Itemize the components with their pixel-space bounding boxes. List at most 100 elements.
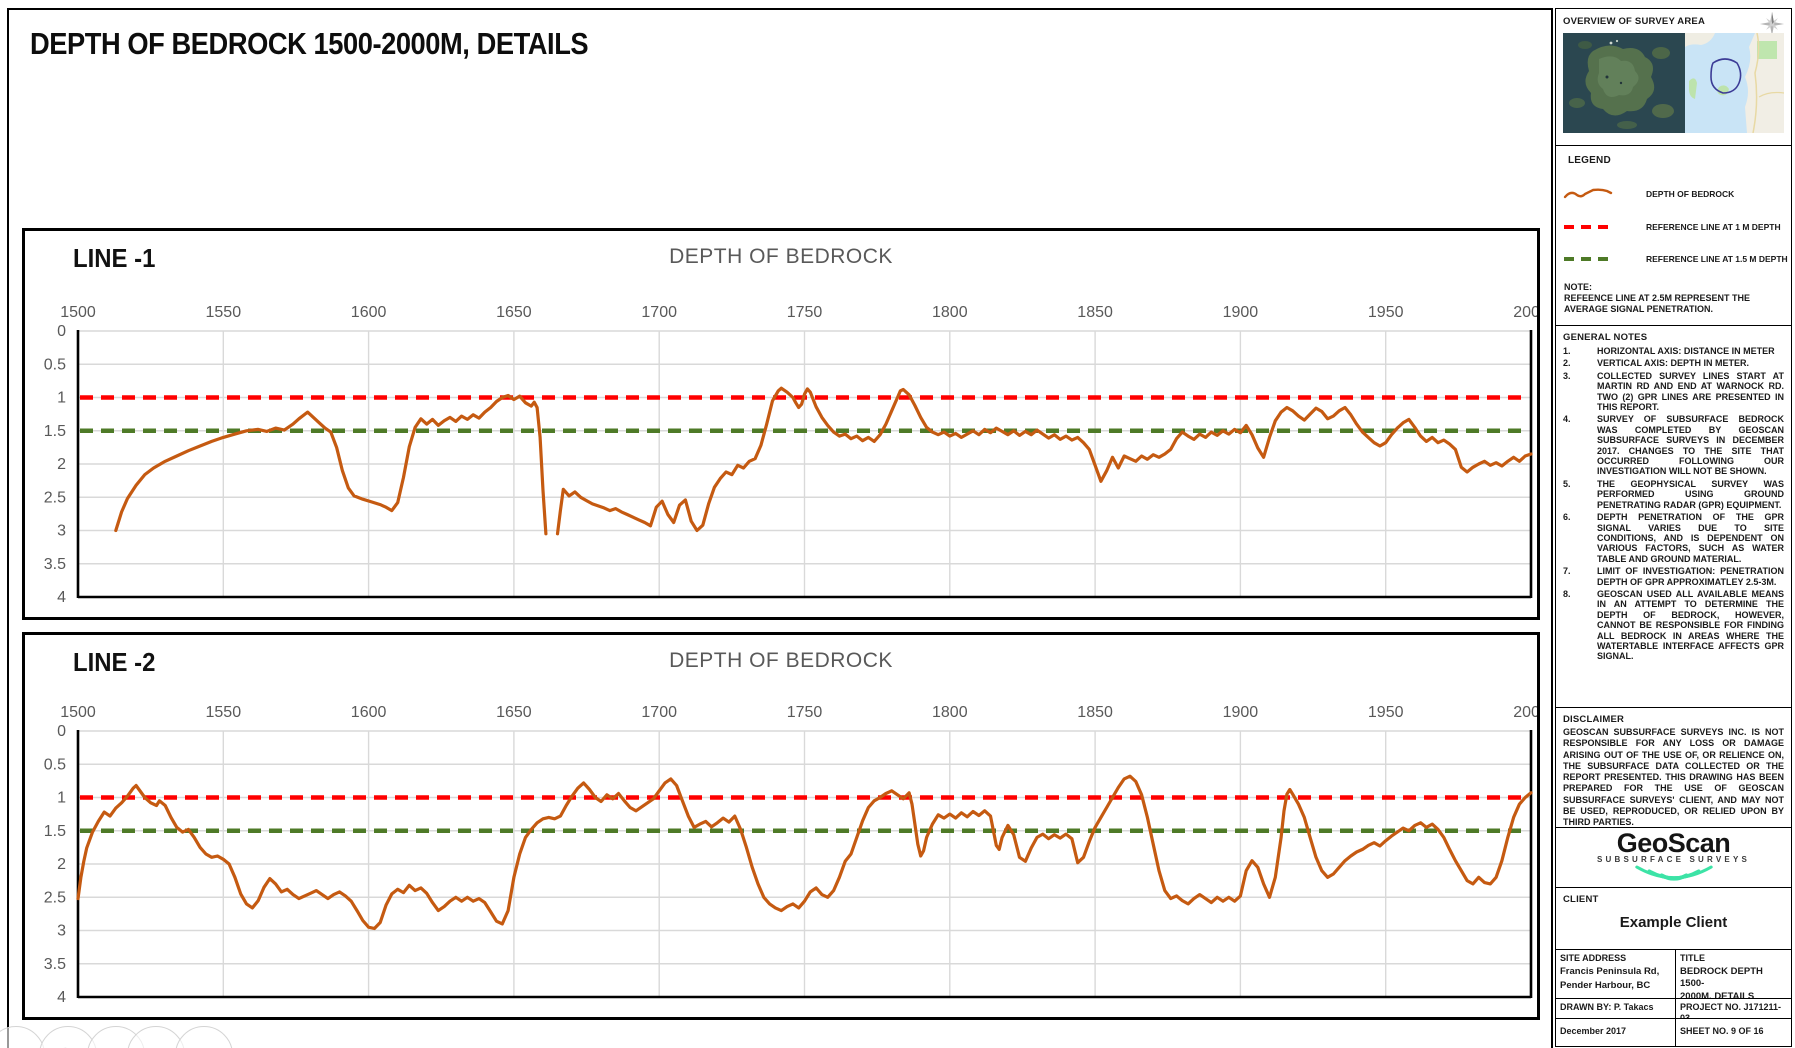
svg-text:1: 1 bbox=[57, 390, 66, 407]
general-note-item: 2. VERTICAL AXIS: DEPTH IN METER. bbox=[1563, 358, 1750, 369]
svg-text:1900: 1900 bbox=[1223, 304, 1259, 321]
svg-text:0: 0 bbox=[57, 323, 66, 340]
note-body: REFEENCE LINE AT 2.5M REPRESENT THE AVER… bbox=[1564, 293, 1751, 314]
overview-title: OVERVIEW OF SURVEY AREA bbox=[1563, 16, 1706, 27]
svg-text:0: 0 bbox=[57, 723, 66, 740]
green-dashed-line-icon bbox=[1564, 257, 1612, 261]
site-address-line2: Pender Harbour, BC bbox=[1560, 979, 1651, 991]
svg-text:1.5: 1.5 bbox=[44, 823, 66, 840]
title-cell: TITLE BEDROCK DEPTH 1500- 2000M, DETAILS bbox=[1676, 950, 1791, 999]
legend-title: LEGEND bbox=[1568, 155, 1611, 166]
svg-text:1950: 1950 bbox=[1368, 704, 1404, 721]
svg-text:3: 3 bbox=[57, 523, 66, 540]
svg-text:1550: 1550 bbox=[206, 304, 242, 321]
disclaimer-title: DISCLAIMER bbox=[1563, 714, 1625, 725]
logo-tagline: SUBSURFACE SURVEYS bbox=[1596, 855, 1751, 864]
legend-label: DEPTH OF BEDROCK bbox=[1646, 189, 1735, 199]
svg-text:2000: 2000 bbox=[1513, 704, 1537, 721]
radar-arcs-icon bbox=[1634, 865, 1713, 881]
sheet-no: SHEET NO. 9 OF 16 bbox=[1680, 1026, 1764, 1036]
line-1-label: LINE -1 bbox=[73, 243, 156, 273]
svg-text:1500: 1500 bbox=[60, 304, 96, 321]
general-note-item: 7. LIMIT OF INVESTIGATION: PENETRATION DE… bbox=[1563, 566, 1784, 587]
svg-text:1650: 1650 bbox=[496, 704, 532, 721]
title-block: SITE ADDRESS Francis Peninsula Rd, Pende… bbox=[1556, 950, 1791, 1046]
svg-text:1900: 1900 bbox=[1223, 704, 1259, 721]
general-note-item: 5. THE GEOPHYSICAL SURVEY WAS PERFORMED U… bbox=[1563, 478, 1784, 510]
sheet-no-cell: SHEET NO. 9 OF 16 bbox=[1676, 1019, 1791, 1046]
svg-text:1600: 1600 bbox=[351, 704, 387, 721]
page-title: DEPTH OF BEDROCK 1500-2000M, DETAILS bbox=[30, 26, 589, 61]
chart-2-plot: 1500 1550 1600 1650 1700 1750 1800 1850 1900 1950… bbox=[44, 704, 1537, 1006]
svg-text:3: 3 bbox=[57, 923, 66, 940]
svg-text:4: 4 bbox=[57, 989, 66, 1006]
overview-section: OVERVIEW OF SURVEY AREA bbox=[1556, 9, 1791, 146]
chart-panel-line-1: LINE -1 DEPTH OF BEDROCK 1500 1550 1600 165… bbox=[22, 228, 1540, 620]
svg-text:2000: 2000 bbox=[1513, 304, 1537, 321]
svg-text:3.5: 3.5 bbox=[44, 956, 66, 973]
site-address-line1: Francis Peninsula Rd, bbox=[1560, 966, 1660, 977]
legend-item-depth-of-bedrock: DEPTH OF BEDROCK bbox=[1563, 186, 1785, 202]
title-label: TITLE bbox=[1680, 953, 1705, 963]
legend-section: LEGEND DEPTH OF BEDROCK REFERENCE LINE A… bbox=[1556, 146, 1791, 326]
general-note-item: 6. DEPTH PENETRATION OF THE GPR SIGNAL VA… bbox=[1563, 512, 1784, 564]
client-label: CLIENT bbox=[1563, 894, 1599, 905]
svg-text:1950: 1950 bbox=[1368, 304, 1404, 321]
general-note-item: 1. HORIZONTAL AXIS: DISTANCE IN METER bbox=[1563, 346, 1775, 356]
chart-1-plot: 1500 1550 1600 1650 1700 1750 1800 1850 1900 1950… bbox=[44, 304, 1537, 606]
general-notes-list: 1. HORIZONTAL AXIS: DISTANCE IN METER 2. VE… bbox=[1563, 346, 1784, 662]
drawn-by: DRAWN BY: P. Takacs bbox=[1560, 1002, 1654, 1012]
drawing-title-line1: BEDROCK DEPTH 1500- bbox=[1680, 966, 1763, 989]
disclaimer-section: DISCLAIMER GEOSCAN SUBSURFACE SURVEYS IN… bbox=[1556, 708, 1791, 828]
general-notes-title: GENERAL NOTES bbox=[1563, 332, 1648, 343]
line-2-label: LINE -2 bbox=[73, 647, 156, 677]
svg-text:1850: 1850 bbox=[1077, 704, 1113, 721]
svg-text:2.5: 2.5 bbox=[44, 889, 66, 906]
drawing-title-line2: 2000M, DETAILS bbox=[1680, 991, 1755, 999]
legend-item-reference-1m: REFERENCE LINE AT 1 M DEPTH bbox=[1563, 219, 1785, 235]
project-no-cell: PROJECT NO. J171211-03 bbox=[1676, 999, 1791, 1019]
logo-section: GeoScan SUBSURFACE SURVEYS bbox=[1556, 828, 1791, 888]
svg-text:0.5: 0.5 bbox=[44, 756, 66, 773]
geoscan-logo: GeoScan bbox=[1616, 828, 1731, 858]
drawn-by-cell: DRAWN BY: P. Takacs bbox=[1556, 999, 1676, 1019]
general-note-item: 3. COLLECTED SURVEY LINES START AT MARTIN… bbox=[1563, 370, 1784, 413]
general-note-item: 8. GEOSCAN USED ALL AVAILABLE MEANS IN AN… bbox=[1563, 588, 1784, 662]
street-map-image bbox=[1685, 33, 1784, 133]
note-title: NOTE: bbox=[1564, 282, 1592, 292]
svg-text:3.5: 3.5 bbox=[44, 556, 66, 573]
chart-panel-line-2: LINE -2 DEPTH OF BEDROCK 1500 1550 1600 165… bbox=[22, 632, 1540, 1020]
chart-1-title: DEPTH OF BEDROCK bbox=[669, 245, 893, 268]
svg-text:1700: 1700 bbox=[641, 704, 677, 721]
svg-text:1550: 1550 bbox=[206, 704, 242, 721]
svg-text:1850: 1850 bbox=[1077, 304, 1113, 321]
svg-text:2: 2 bbox=[57, 456, 66, 473]
svg-text:1800: 1800 bbox=[932, 304, 968, 321]
sidebar: OVERVIEW OF SURVEY AREA bbox=[1555, 8, 1792, 1047]
general-notes-section: GENERAL NOTES 1. HORIZONTAL AXIS: DISTANC… bbox=[1556, 326, 1791, 708]
legend-label: REFERENCE LINE AT 1.5 M DEPTH bbox=[1646, 254, 1788, 264]
chart-2-title: DEPTH OF BEDROCK bbox=[669, 649, 893, 672]
satellite-map-image bbox=[1563, 33, 1685, 133]
svg-text:2.5: 2.5 bbox=[44, 489, 66, 506]
legend-note: NOTE: REFEENCE LINE AT 2.5M REPRESENT TH… bbox=[1564, 282, 1785, 315]
client-name: Example Client bbox=[1619, 914, 1728, 931]
project-no: PROJECT NO. J171211-03 bbox=[1680, 1002, 1782, 1019]
site-address-cell: SITE ADDRESS Francis Peninsula Rd, Pende… bbox=[1556, 950, 1676, 999]
legend-label: REFERENCE LINE AT 1 M DEPTH bbox=[1646, 222, 1781, 232]
site-address-label: SITE ADDRESS bbox=[1560, 953, 1627, 963]
svg-text:1600: 1600 bbox=[351, 304, 387, 321]
svg-text:1750: 1750 bbox=[787, 304, 823, 321]
red-dashed-line-icon bbox=[1564, 225, 1612, 229]
svg-text:1: 1 bbox=[57, 790, 66, 807]
svg-text:1800: 1800 bbox=[932, 704, 968, 721]
svg-text:1.5: 1.5 bbox=[44, 423, 66, 440]
svg-text:1700: 1700 bbox=[641, 304, 677, 321]
disclaimer-body: GEOSCAN SUBSURFACE SURVEYS INC. IS NOT R… bbox=[1563, 727, 1784, 828]
date-cell: December 2017 bbox=[1556, 1019, 1676, 1046]
legend-item-reference-1-5m: REFERENCE LINE AT 1.5 M DEPTH bbox=[1563, 251, 1788, 267]
svg-text:1750: 1750 bbox=[787, 704, 823, 721]
general-note-item: 4. SURVEY OF SUBSURFACE BEDROCK WAS COMPL… bbox=[1563, 414, 1784, 477]
client-section: CLIENT Example Client bbox=[1556, 888, 1791, 950]
